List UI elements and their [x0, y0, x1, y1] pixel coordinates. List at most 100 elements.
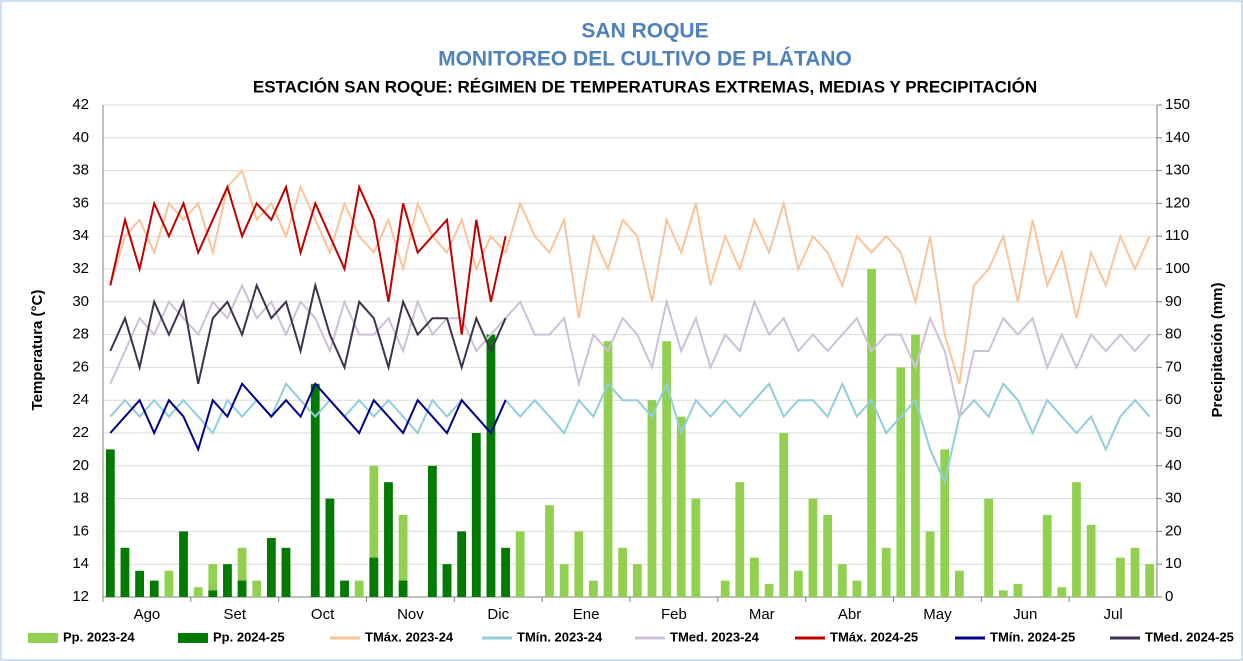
- legend-swatch: [178, 633, 208, 643]
- x-tick-label: Nov: [397, 606, 424, 623]
- y-tick-label: 26: [72, 358, 89, 375]
- precip-bar: [750, 557, 759, 597]
- temp-line: [109, 168, 1151, 385]
- precip-bar: [193, 587, 203, 597]
- precip-bar: [720, 580, 730, 597]
- precip-bar: [984, 498, 994, 597]
- precip-bar: [471, 433, 481, 597]
- precip-bar: [384, 482, 393, 597]
- x-tick-label: Mar: [749, 606, 775, 623]
- precip-bar: [237, 580, 247, 597]
- precip-bar: [764, 583, 774, 597]
- precip-bar: [486, 334, 496, 597]
- y2-tick-label: 40: [1165, 457, 1182, 474]
- y-tick-label: 30: [72, 293, 89, 310]
- precip-bar: [310, 383, 320, 597]
- legend-label: TMín. 2024-25: [990, 629, 1075, 644]
- x-tick-label: May: [923, 606, 952, 623]
- precip-bar: [179, 531, 188, 597]
- y2-tick-label: 140: [1165, 129, 1190, 146]
- precip-bar: [223, 564, 232, 597]
- precip-bar: [340, 580, 349, 597]
- y-tick-label: 12: [72, 588, 89, 605]
- precip-bar: [735, 482, 745, 597]
- y2-tick-label: 30: [1165, 490, 1182, 507]
- y-tick-label: 32: [72, 260, 89, 277]
- precip-bar: [954, 570, 964, 597]
- temp-line: [109, 381, 507, 453]
- precip-bar: [1057, 587, 1067, 597]
- x-tick-label: Abr: [838, 606, 861, 623]
- x-tick-label: Set: [223, 606, 246, 623]
- precip-bar: [998, 590, 1008, 597]
- precip-bar: [135, 570, 144, 597]
- y-tick-label: 16: [72, 522, 89, 539]
- precip-bar: [325, 498, 335, 597]
- precip-bar: [691, 498, 701, 597]
- y-tick-label: 28: [72, 326, 89, 343]
- y-tick-label: 14: [72, 555, 89, 572]
- x-tick-label: Jun: [1013, 606, 1037, 623]
- precip-bar: [647, 400, 657, 597]
- precip-bar: [808, 498, 818, 597]
- temp-line: [109, 282, 1151, 417]
- legend-swatch: [28, 633, 58, 643]
- precip-bar: [823, 515, 833, 597]
- legend-label: TMed. 2024-25: [1145, 629, 1234, 644]
- x-tick-label: Oct: [311, 606, 335, 623]
- y2-tick-label: 110: [1165, 227, 1189, 244]
- precip-bar: [1072, 482, 1081, 597]
- precip-bar: [852, 580, 862, 597]
- precip-bar: [354, 580, 364, 597]
- chart-title: SAN ROQUE: [581, 20, 708, 43]
- precip-bar: [237, 547, 247, 597]
- precip-bar: [427, 465, 437, 597]
- y2-axis-label: Precipitación (mm): [1209, 282, 1226, 417]
- precip-bar: [281, 547, 291, 597]
- legend-label: Pp. 2023-24: [63, 629, 135, 644]
- precip-bar: [793, 570, 803, 597]
- precip-bar: [545, 505, 554, 597]
- precip-bar: [603, 341, 613, 597]
- x-tick-label: Jul: [1103, 606, 1122, 623]
- y-axis-label: Temperatura (°C): [29, 290, 46, 411]
- temp-line: [109, 380, 1151, 486]
- y-tick-label: 36: [72, 194, 89, 211]
- legend-label: Pp. 2024-25: [213, 629, 285, 644]
- y2-tick-label: 90: [1165, 293, 1182, 310]
- precip-bar: [589, 580, 598, 597]
- y2-tick-label: 10: [1165, 555, 1182, 572]
- y-tick-label: 42: [72, 96, 89, 113]
- y2-tick-label: 80: [1165, 326, 1182, 343]
- legend-label: TMáx. 2023-24: [365, 629, 454, 644]
- precip-bar: [574, 531, 584, 597]
- precip-bar: [369, 465, 379, 597]
- precip-bar: [398, 515, 408, 597]
- precip-bar: [164, 570, 174, 597]
- precip-bar: [1013, 583, 1023, 597]
- y2-tick-label: 70: [1165, 358, 1182, 375]
- y-tick-label: 38: [72, 162, 89, 179]
- x-tick-label: Ago: [134, 606, 161, 623]
- y2-tick-label: 60: [1165, 391, 1182, 408]
- precip-bar: [881, 547, 891, 597]
- precip-bar: [398, 580, 408, 597]
- temp-line: [109, 281, 507, 385]
- precip-bar: [1116, 557, 1125, 597]
- y2-tick-label: 50: [1165, 424, 1182, 441]
- precip-bar: [501, 547, 510, 597]
- y-tick-label: 34: [72, 227, 89, 244]
- precip-bar: [208, 590, 218, 597]
- y2-tick-label: 0: [1165, 588, 1173, 605]
- precip-bar: [442, 564, 452, 597]
- precip-bar: [1130, 547, 1140, 597]
- precip-bar: [779, 433, 789, 597]
- precip-bar: [837, 564, 847, 597]
- precip-bar: [266, 537, 276, 597]
- precip-bar: [662, 341, 671, 597]
- precip-bar: [369, 557, 379, 597]
- y-tick-label: 18: [72, 490, 89, 507]
- precip-bar: [515, 531, 525, 597]
- precip-bar: [925, 531, 935, 597]
